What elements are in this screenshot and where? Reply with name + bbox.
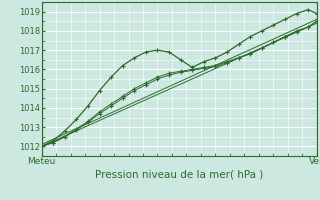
X-axis label: Pression niveau de la mer( hPa ): Pression niveau de la mer( hPa ) (95, 169, 263, 179)
